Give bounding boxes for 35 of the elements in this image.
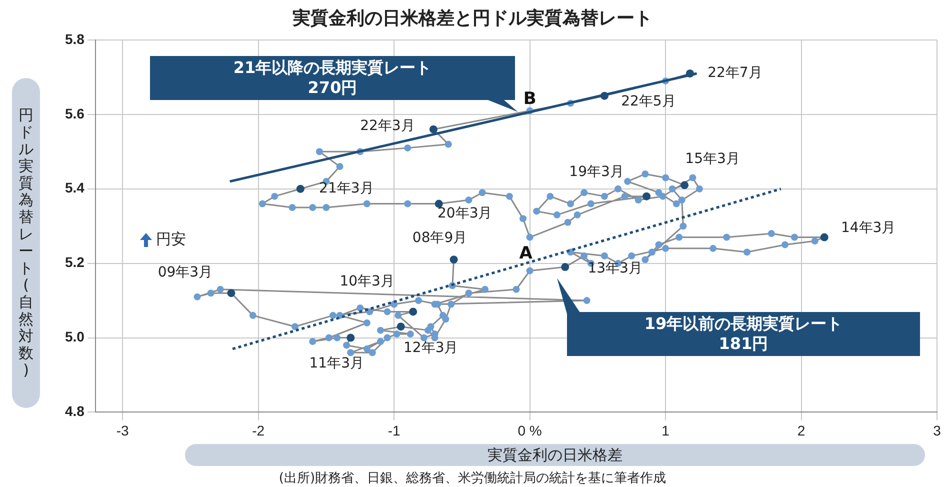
text: 円ドル実質為替レート(自然対数) bbox=[18, 106, 34, 379]
x-tick-label: 3 bbox=[933, 422, 942, 438]
annotation: 20年3月 bbox=[437, 205, 492, 222]
annotation: 14年3月 bbox=[840, 220, 896, 236]
y-tick-label: 5.0 bbox=[64, 328, 85, 345]
y-tick-label: 5.6 bbox=[64, 105, 85, 122]
y-tick-label: 5.4 bbox=[64, 180, 85, 196]
annotation: 円安 bbox=[156, 230, 186, 249]
annotation: 12年3月 bbox=[403, 340, 458, 356]
y-tick-label: 5.2 bbox=[64, 254, 85, 270]
text: (出所)財務省、日銀、総務省、米労働統計局の統計を基に筆者作成 bbox=[278, 470, 668, 487]
x-tick-label: -3 bbox=[116, 422, 130, 438]
x-tick-label: -1 bbox=[388, 422, 401, 438]
annotation: 21年3月 bbox=[319, 180, 374, 197]
annotation: 15年3月 bbox=[685, 150, 740, 167]
x-tick-label: 1 bbox=[662, 422, 670, 438]
x-axis-title: 実質金利の日米格差 bbox=[185, 444, 925, 466]
x-tick-label: -2 bbox=[252, 422, 265, 438]
x-tick-label: 2 bbox=[797, 422, 806, 438]
annotation: 10年3月 bbox=[340, 273, 394, 290]
y-tick-label: 4.8 bbox=[64, 403, 85, 420]
y-tick-label: 5.8 bbox=[64, 30, 85, 47]
annotation: 22年7月 bbox=[708, 65, 762, 82]
annotation: 11年3月 bbox=[309, 355, 364, 372]
annotation: A bbox=[519, 244, 534, 264]
annotation: 22年3月 bbox=[360, 118, 415, 134]
chart-title: 実質金利の日米格差と円ドル実質為替レート bbox=[292, 7, 654, 30]
callout-box: 19年以前の長期実質レート 181円 bbox=[567, 312, 920, 356]
annotation: 22年5月 bbox=[621, 93, 676, 110]
annotation: 19年3月 bbox=[569, 164, 624, 180]
annotation: 09年3月 bbox=[158, 264, 213, 281]
annotation: B bbox=[523, 88, 536, 109]
annotation: 08年9月 bbox=[412, 230, 468, 246]
x-tick-label: 0 % bbox=[518, 422, 542, 438]
annotation: 13年3月 bbox=[588, 260, 642, 277]
